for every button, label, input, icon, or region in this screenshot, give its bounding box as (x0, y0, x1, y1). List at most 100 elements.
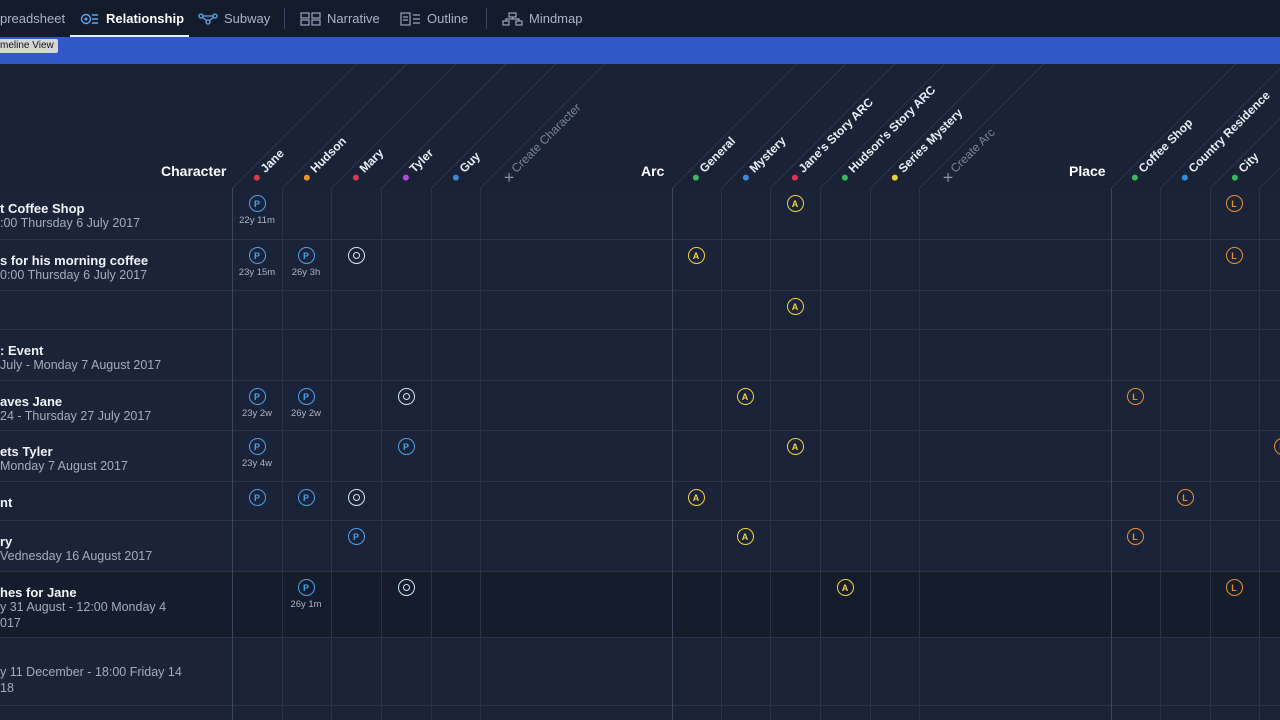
color-dot (1230, 173, 1240, 182)
arc-badge[interactable]: A (736, 528, 754, 545)
tab-narrative[interactable]: Narrative (300, 0, 380, 37)
person-badge[interactable]: P (248, 388, 266, 405)
create-arc-button[interactable]: ✕ Create Arc (938, 126, 998, 187)
column-header-mary[interactable]: Mary (347, 146, 386, 184)
column-divider (1259, 188, 1260, 720)
person-badge[interactable]: P (248, 489, 266, 506)
tab-narrative-label: Narrative (327, 11, 380, 26)
observer-badge[interactable] (347, 247, 365, 264)
location-badge[interactable]: L (1176, 489, 1194, 506)
column-divider (1210, 188, 1211, 720)
event-title: t Coffee Shop (0, 201, 85, 216)
tab-mindmap-label: Mindmap (529, 11, 583, 26)
column-label: Mary (356, 145, 387, 176)
toolbar-divider (284, 8, 285, 29)
person-badge[interactable]: P (248, 438, 266, 455)
table-row[interactable]: aves Jane 24 - Thursday 27 July 2017 (0, 381, 1280, 431)
color-dot (1130, 173, 1140, 182)
column-header-janes-story-arc[interactable]: Jane's Story ARC (786, 95, 876, 184)
color-dot (302, 173, 312, 182)
arc-badge[interactable]: A (836, 579, 854, 596)
location-badge[interactable]: L (1126, 528, 1144, 545)
location-badge[interactable]: L (1126, 388, 1144, 405)
header-divider (721, 64, 849, 188)
column-header-jane[interactable]: Jane (248, 146, 287, 184)
person-badge[interactable]: P (297, 247, 315, 264)
event-date: y 11 December - 18:00 Friday 14 (0, 665, 182, 679)
location-badge[interactable]: L (1225, 195, 1243, 212)
tab-subway[interactable]: Subway (198, 0, 270, 37)
table-row[interactable]: nt (0, 482, 1280, 521)
tab-subway-label: Subway (224, 11, 271, 26)
column-divider (1160, 188, 1161, 720)
observer-badge[interactable] (347, 489, 365, 506)
column-header-series-mystery[interactable]: Series Mystery (886, 106, 965, 184)
active-tab-indicator (70, 35, 189, 37)
view-toolbar: preadsheet Relationship Subway Narrative… (0, 0, 1280, 37)
location-badge[interactable]: L (1225, 247, 1243, 264)
person-badge[interactable]: P (248, 247, 266, 264)
person-badge[interactable]: P (397, 438, 415, 455)
character-age: 23y 2w (241, 408, 273, 419)
column-label: Guy (456, 149, 483, 176)
arc-badge[interactable]: A (786, 298, 804, 315)
table-row[interactable]: ets Tyler Monday 7 August 2017 (0, 431, 1280, 482)
arc-badge[interactable]: A (786, 195, 804, 212)
person-badge[interactable]: P (347, 528, 365, 545)
column-header-tyler[interactable]: Tyler (397, 146, 436, 184)
table-row[interactable]: : Event July - Monday 7 August 2017 (0, 330, 1280, 381)
section-label-character: Character (161, 163, 227, 179)
column-label: Tyler (406, 145, 437, 176)
color-dot (401, 173, 411, 182)
table-row[interactable]: y 11 December - 18:00 Friday 14 18 (0, 638, 1280, 706)
column-header-guy[interactable]: Guy (447, 149, 483, 184)
person-badge[interactable]: P (297, 489, 315, 506)
color-dot (252, 173, 262, 182)
event-title: ets Tyler (0, 444, 53, 459)
column-header-city[interactable]: City (1226, 150, 1262, 184)
table-row[interactable]: s for his morning coffee 0:00 Thursday 6 … (0, 240, 1280, 291)
tab-spreadsheet[interactable]: preadsheet (0, 0, 65, 37)
color-dot (351, 173, 361, 182)
arc-badge[interactable]: A (687, 247, 705, 264)
table-row[interactable]: ry Vednesday 16 August 2017 (0, 521, 1280, 572)
create-character-button[interactable]: ✕ Create Character (499, 101, 584, 187)
event-title: hes for Jane (0, 585, 77, 600)
person-badge[interactable]: P (297, 579, 315, 596)
column-label: Jane (257, 146, 287, 176)
character-age: 26y 1m (290, 599, 322, 610)
arc-badge[interactable]: A (736, 388, 754, 405)
color-dot (1180, 173, 1190, 182)
event-date: Vednesday 16 August 2017 (0, 549, 153, 563)
column-divider (770, 188, 771, 720)
arc-badge[interactable]: A (687, 489, 705, 506)
observer-badge[interactable] (397, 388, 415, 405)
table-row[interactable]: t Coffee Shop:00 Thursday 6 July 2017 (0, 188, 1280, 240)
arc-badge[interactable]: A (786, 438, 804, 455)
column-header-hudsons-story-arc[interactable]: Hudson's Story ARC (836, 83, 938, 184)
column-divider (480, 188, 481, 720)
column-divider (919, 188, 920, 720)
tab-mindmap[interactable]: Mindmap (502, 0, 582, 37)
header-divider (282, 64, 410, 188)
column-header-mystery[interactable]: Mystery (737, 134, 789, 184)
timeline-view-tooltip: meline View (0, 39, 58, 53)
tab-outline[interactable]: Outline (400, 0, 468, 37)
character-age: 22y 11m (239, 215, 275, 226)
column-header-country-residence[interactable]: Country Residence (1176, 88, 1273, 184)
column-header-general[interactable]: General (687, 134, 738, 184)
event-date: 24 - Thursday 27 July 2017 (0, 409, 152, 423)
person-badge[interactable]: P (248, 195, 266, 212)
event-date: 18 (0, 681, 14, 695)
observer-badge[interactable] (397, 579, 415, 596)
relationship-icon (80, 13, 98, 24)
tab-relationship[interactable]: Relationship (80, 0, 184, 37)
header-divider (431, 64, 559, 188)
table-row[interactable] (0, 291, 1280, 330)
column-header-coffee-shop[interactable]: Coffee Shop (1126, 116, 1195, 184)
person-badge[interactable]: P (297, 388, 315, 405)
table-row[interactable]: hes for Jane y 31 August - 12:00 Monday 4… (0, 572, 1280, 638)
column-header-hudson[interactable]: Hudson (298, 134, 349, 184)
mindmap-icon (502, 11, 523, 26)
location-badge[interactable]: L (1225, 579, 1243, 596)
